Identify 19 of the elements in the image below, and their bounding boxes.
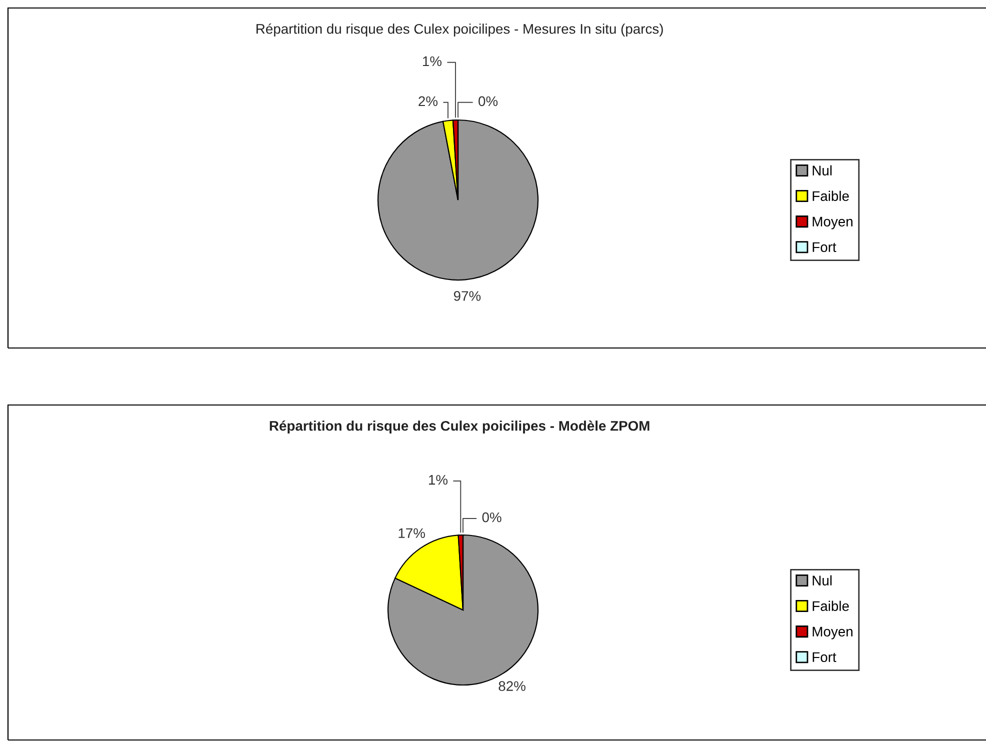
legend-label: Moyen xyxy=(812,626,852,640)
legend-label: Nul xyxy=(812,575,832,586)
data-label: 97% xyxy=(454,291,481,301)
chart-title: Répartition du risque des Culex poicilipes - Modèle ZPOM xyxy=(270,420,650,434)
text: 0% xyxy=(482,512,502,522)
data-label: 82% xyxy=(498,681,526,691)
data-label: 2% xyxy=(418,96,438,106)
legend-label: Fort xyxy=(812,652,836,662)
data-label: 1% xyxy=(422,56,442,66)
legend-label: Moyen xyxy=(812,216,852,230)
text: 0% xyxy=(478,96,498,106)
data-label: 17% xyxy=(398,528,425,538)
chart-title: Répartition du risque des Culex poicilipes - Mesures In situ (parcs) xyxy=(256,23,663,37)
legend-label: Fort xyxy=(812,242,836,252)
legend-label: Nul xyxy=(812,165,832,176)
pie-slice xyxy=(377,119,539,281)
data-label: 1% xyxy=(428,474,448,485)
legend-label: Faible xyxy=(812,600,849,612)
legend-label: Faible xyxy=(812,190,849,202)
